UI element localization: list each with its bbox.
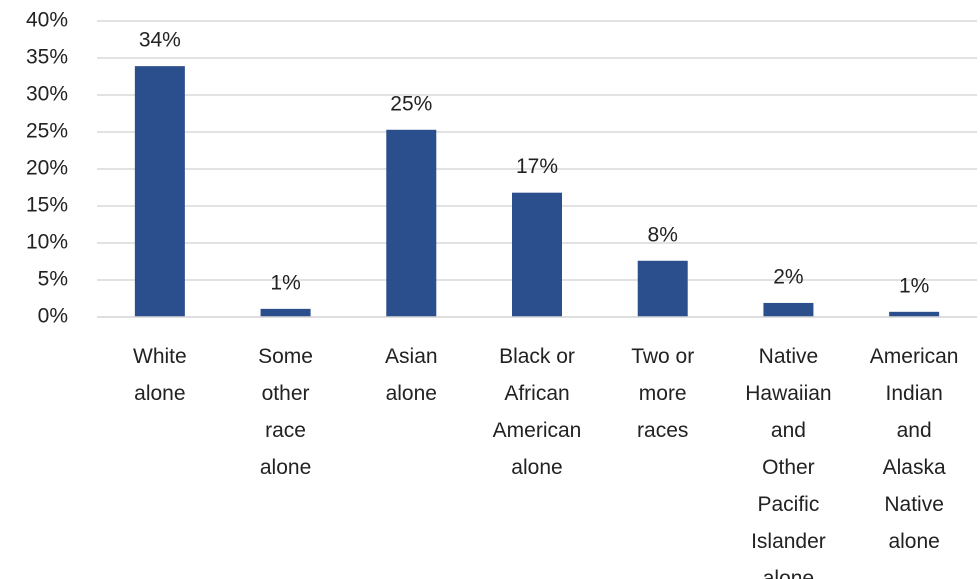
y-tick-label: 25% (26, 120, 68, 143)
y-tick-label: 10% (26, 231, 68, 254)
x-tick-label: White alone (133, 345, 187, 405)
y-tick-label: 40% (26, 9, 68, 32)
bar (260, 308, 311, 317)
x-tick-label: American Indian and Alaska Native alone (869, 345, 959, 553)
data-label: 2% (773, 265, 803, 288)
bar (512, 192, 562, 317)
x-tick-label: Native Hawaiian and Other Pacific Island… (745, 345, 832, 579)
data-label: 34% (139, 29, 181, 52)
y-tick-label: 35% (26, 46, 68, 69)
bar (763, 302, 814, 317)
bar (386, 129, 437, 317)
data-label: 8% (648, 223, 678, 246)
x-tick-label: Two or more races (631, 345, 695, 442)
y-tick-label: 15% (26, 194, 68, 217)
bar (637, 260, 688, 317)
y-tick-label: 20% (26, 157, 68, 180)
x-tick-label: Black or African American alone (492, 345, 582, 479)
y-tick-label: 5% (38, 268, 68, 291)
y-tick-label: 30% (26, 83, 68, 106)
data-label: 1% (899, 274, 929, 297)
bar (134, 66, 185, 317)
x-tick-label: Asian alone (385, 345, 438, 405)
x-tick-label: Some other race alone (258, 345, 313, 479)
data-label: 25% (390, 92, 432, 115)
bar (889, 311, 940, 317)
data-label: 1% (270, 271, 300, 294)
y-tick-label: 0% (38, 305, 68, 328)
data-label: 17% (516, 155, 558, 178)
